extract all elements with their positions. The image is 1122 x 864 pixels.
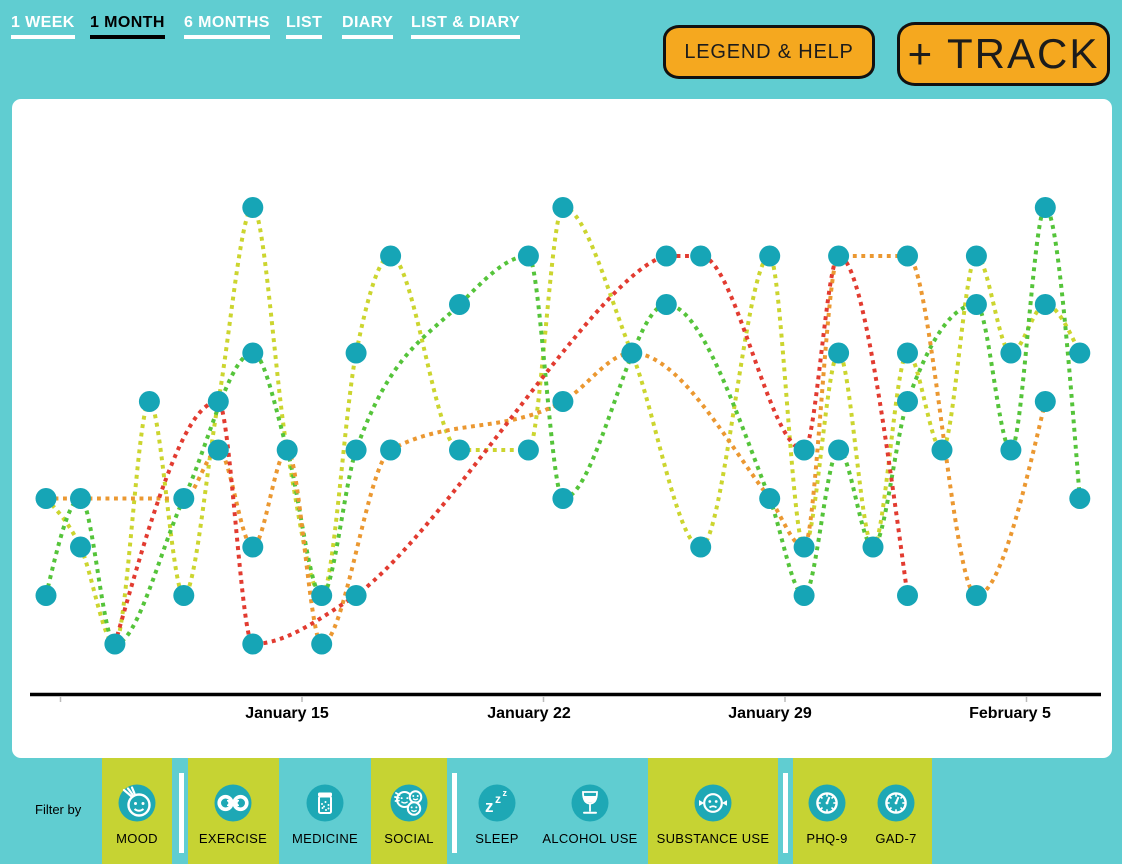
svg-text:z: z <box>495 792 501 806</box>
svg-text:January 15: January 15 <box>245 705 329 722</box>
svg-text:z: z <box>503 788 508 798</box>
svg-text:February 5: February 5 <box>969 705 1051 722</box>
svg-text:January 29: January 29 <box>728 705 812 722</box>
svg-text:January 22: January 22 <box>487 705 571 722</box>
svg-text:z: z <box>485 797 494 816</box>
